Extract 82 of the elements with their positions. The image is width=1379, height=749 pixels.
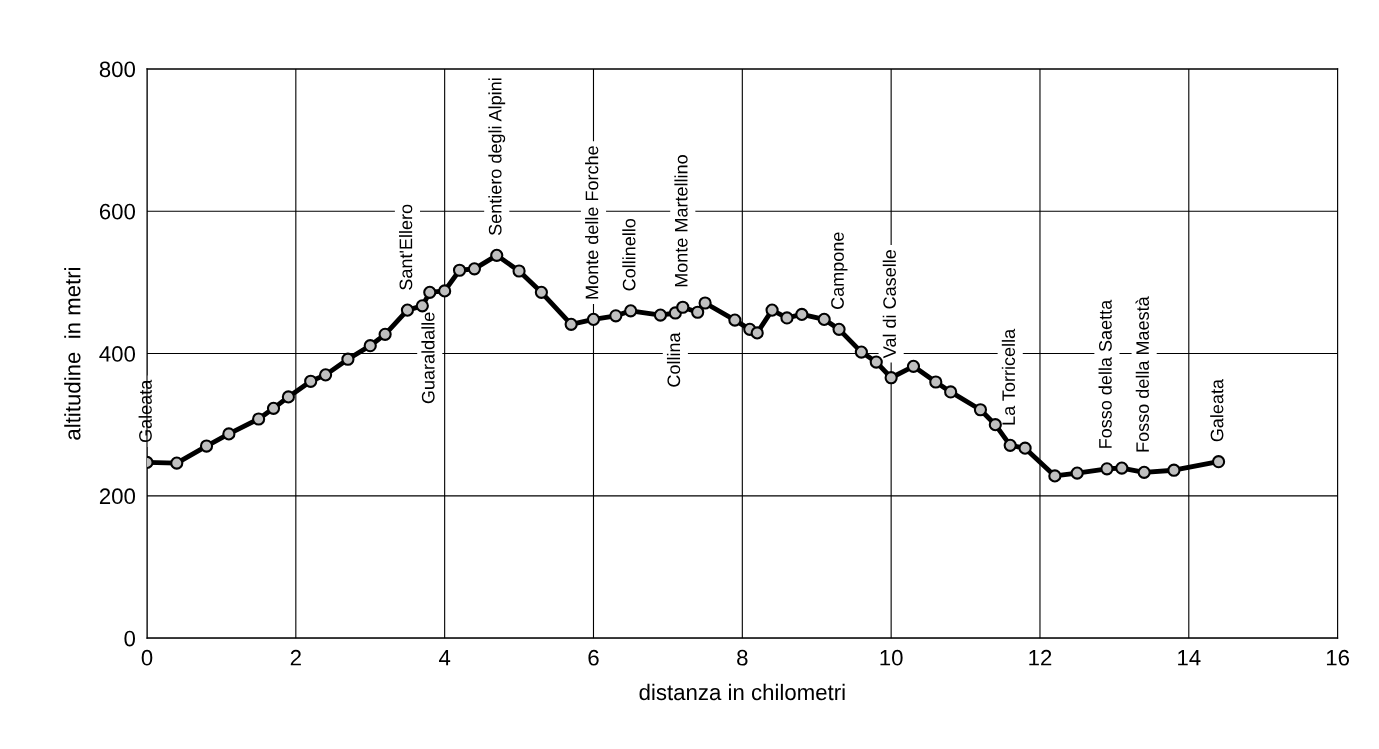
point: [653, 308, 668, 322]
point: [304, 374, 318, 388]
x-tick-label: 8: [737, 649, 748, 666]
point: [266, 401, 281, 415]
point: [467, 262, 482, 276]
point: [1167, 463, 1181, 477]
point: [1115, 461, 1129, 475]
annotation: Monte delle Forche: [585, 146, 599, 299]
point: [988, 418, 1002, 432]
point: [400, 303, 415, 317]
point: [564, 317, 578, 331]
point: [854, 345, 868, 359]
point: [676, 300, 690, 314]
annotation: Guaraldalle: [421, 312, 435, 404]
annotation: Fosso della Saetta: [1098, 299, 1112, 448]
point: [512, 264, 526, 278]
point: [438, 284, 452, 298]
annotation: Galeata: [138, 379, 152, 443]
annotation: La Torricella: [1001, 328, 1016, 425]
annotation: Sant'Ellero: [399, 204, 413, 290]
point: [534, 285, 548, 299]
point: [906, 359, 921, 373]
point: [199, 439, 214, 453]
x-axis-title: distanza in chilometri: [639, 683, 845, 701]
point: [170, 456, 184, 470]
x-tick-label: 12: [1029, 649, 1052, 666]
annotation: Monte Martellino: [674, 155, 688, 287]
y-tick-label: 400: [99, 346, 136, 362]
point: [1048, 469, 1062, 483]
point: [765, 303, 779, 317]
point: [252, 412, 266, 426]
y-axis-title: altitudine in metri: [64, 267, 81, 440]
x-tick-label: 16: [1326, 649, 1350, 666]
y-tick-label: 600: [99, 203, 136, 220]
x-tick-label: 6: [588, 649, 599, 666]
point: [624, 304, 638, 318]
point: [698, 296, 712, 310]
x-tick-label: 0: [141, 649, 153, 666]
point: [944, 385, 958, 399]
point: [452, 263, 467, 277]
point: [415, 299, 429, 313]
point: [609, 309, 623, 323]
point: [817, 312, 831, 326]
point: [750, 326, 764, 340]
point: [884, 371, 898, 385]
point: [1211, 455, 1226, 469]
point: [490, 248, 504, 262]
x-tick-label: 14: [1178, 650, 1201, 666]
point: [728, 313, 742, 327]
point: [363, 339, 377, 353]
point: [341, 352, 355, 366]
y-tick-label: 0: [124, 630, 136, 647]
point: [281, 390, 295, 404]
point: [1018, 441, 1032, 455]
point: [1100, 462, 1114, 476]
point: [929, 375, 943, 389]
point: [423, 285, 437, 299]
point: [222, 427, 236, 441]
annotation: Galeata: [1210, 379, 1224, 442]
point: [1003, 438, 1017, 452]
point: [691, 305, 705, 319]
point: [1137, 465, 1151, 479]
point: [586, 312, 601, 326]
point: [973, 403, 988, 417]
point: [319, 368, 333, 382]
x-tick-label: 4: [438, 650, 451, 666]
x-tick-label: 10: [880, 649, 903, 666]
annotation: Collina: [666, 332, 681, 387]
point: [1070, 466, 1084, 480]
annotation: Sentiero degli Alpini: [488, 78, 506, 236]
annotation: Val di Caselle: [882, 250, 896, 359]
point: [378, 327, 392, 341]
point: [869, 355, 883, 369]
point: [795, 307, 809, 321]
point: [832, 322, 846, 336]
y-tick-label: 800: [99, 61, 136, 78]
x-tick-label: 2: [290, 649, 301, 666]
annotation: Campone: [831, 232, 848, 309]
y-tick-label: 200: [99, 488, 136, 505]
point: [780, 311, 794, 325]
annotation: Collinello: [622, 218, 636, 291]
annotation: Fosso della Maestà: [1135, 296, 1149, 452]
